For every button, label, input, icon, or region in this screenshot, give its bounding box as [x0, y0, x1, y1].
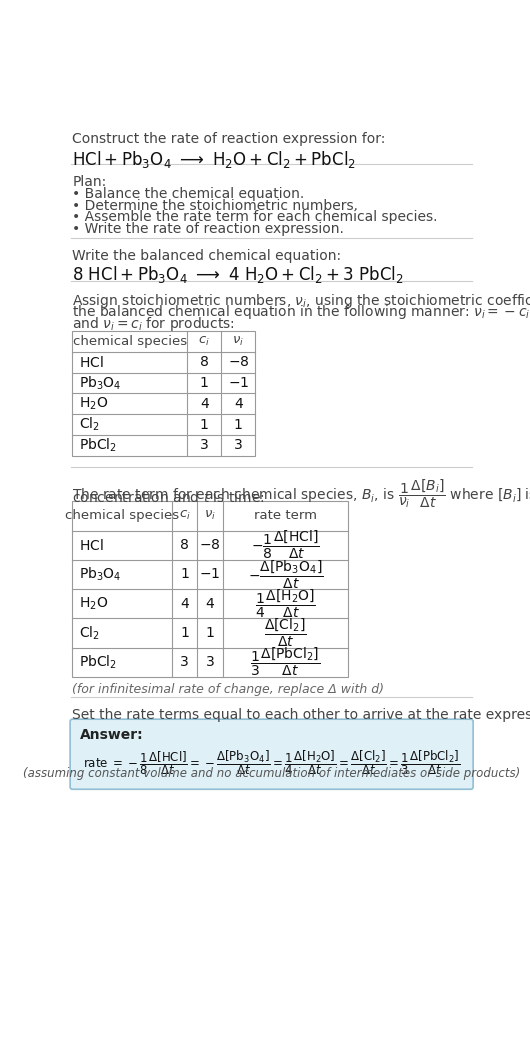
Text: 1: 1: [206, 626, 215, 640]
Text: Plan:: Plan:: [73, 175, 107, 188]
Text: and $\nu_i = c_i$ for products:: and $\nu_i = c_i$ for products:: [73, 315, 235, 333]
Text: $-\dfrac{\Delta[\mathrm{Pb_3O_4}]}{\Delta t}$: $-\dfrac{\Delta[\mathrm{Pb_3O_4}]}{\Delt…: [248, 559, 323, 591]
Text: $\mathrm{HCl}$: $\mathrm{HCl}$: [78, 538, 103, 552]
Text: (for infinitesimal rate of change, replace Δ with d): (for infinitesimal rate of change, repla…: [73, 683, 384, 696]
Text: concentration and $t$ is time:: concentration and $t$ is time:: [73, 491, 265, 505]
Text: 4: 4: [200, 396, 209, 411]
Bar: [73, 501, 348, 677]
Text: rate $= -\dfrac{1}{8}\dfrac{\Delta[\mathrm{HCl}]}{\Delta t}= -\dfrac{\Delta[\mat: rate $= -\dfrac{1}{8}\dfrac{\Delta[\math…: [83, 749, 461, 777]
Text: $\mathrm{Cl_2}$: $\mathrm{Cl_2}$: [78, 624, 100, 641]
Text: 3: 3: [180, 655, 189, 669]
Text: 3: 3: [206, 655, 215, 669]
Text: $\mathrm{HCl + Pb_3O_4\ \longrightarrow\ H_2O + Cl_2 + PbCl_2}$: $\mathrm{HCl + Pb_3O_4\ \longrightarrow\…: [73, 149, 357, 169]
Text: Assign stoichiometric numbers, $\nu_i$, using the stoichiometric coefficients, $: Assign stoichiometric numbers, $\nu_i$, …: [73, 292, 530, 310]
Text: $\nu_i$: $\nu_i$: [204, 509, 216, 522]
FancyBboxPatch shape: [70, 720, 473, 790]
Text: • Assemble the rate term for each chemical species.: • Assemble the rate term for each chemic…: [73, 210, 438, 224]
Text: 1: 1: [180, 567, 189, 582]
Text: Set the rate terms equal to each other to arrive at the rate expression:: Set the rate terms equal to each other t…: [73, 708, 530, 722]
Text: $\dfrac{1}{3}\dfrac{\Delta[\mathrm{PbCl_2}]}{\Delta t}$: $\dfrac{1}{3}\dfrac{\Delta[\mathrm{PbCl_…: [250, 646, 321, 679]
Text: $\dfrac{1}{4}\dfrac{\Delta[\mathrm{H_2O}]}{\Delta t}$: $\dfrac{1}{4}\dfrac{\Delta[\mathrm{H_2O}…: [255, 588, 316, 620]
Text: $\nu_i$: $\nu_i$: [232, 335, 244, 348]
Text: $\mathrm{Pb_3O_4}$: $\mathrm{Pb_3O_4}$: [78, 374, 121, 392]
Text: 1: 1: [180, 626, 189, 640]
Text: rate term: rate term: [254, 509, 317, 522]
Text: Write the balanced chemical equation:: Write the balanced chemical equation:: [73, 249, 341, 263]
Text: $-1$: $-1$: [199, 567, 220, 582]
Text: $\mathrm{Pb_3O_4}$: $\mathrm{Pb_3O_4}$: [78, 566, 121, 583]
Text: 1: 1: [200, 377, 209, 390]
Text: Construct the rate of reaction expression for:: Construct the rate of reaction expressio…: [73, 132, 386, 145]
Text: 4: 4: [234, 396, 243, 411]
Text: 1: 1: [200, 417, 209, 432]
Bar: [73, 332, 255, 456]
Text: $\mathrm{H_2O}$: $\mathrm{H_2O}$: [78, 595, 108, 612]
Text: 1: 1: [234, 417, 243, 432]
Text: $\mathrm{PbCl_2}$: $\mathrm{PbCl_2}$: [78, 437, 117, 454]
Text: 3: 3: [234, 438, 243, 453]
Text: $-1$: $-1$: [228, 377, 249, 390]
Text: $\mathrm{PbCl_2}$: $\mathrm{PbCl_2}$: [78, 654, 117, 670]
Text: $c_i$: $c_i$: [179, 509, 190, 522]
Text: chemical species: chemical species: [73, 335, 187, 348]
Text: 4: 4: [180, 596, 189, 611]
Text: $-8$: $-8$: [227, 356, 249, 369]
Text: 3: 3: [200, 438, 209, 453]
Text: • Balance the chemical equation.: • Balance the chemical equation.: [73, 187, 305, 201]
Text: • Write the rate of reaction expression.: • Write the rate of reaction expression.: [73, 222, 344, 235]
Text: $\mathrm{Cl_2}$: $\mathrm{Cl_2}$: [78, 416, 100, 433]
Text: chemical species: chemical species: [65, 509, 179, 522]
Text: Answer:: Answer:: [80, 728, 144, 742]
Text: $\mathrm{HCl}$: $\mathrm{HCl}$: [78, 355, 103, 370]
Text: 8: 8: [180, 539, 189, 552]
Text: 4: 4: [206, 596, 215, 611]
Text: $-8$: $-8$: [199, 539, 221, 552]
Text: $\mathrm{H_2O}$: $\mathrm{H_2O}$: [78, 395, 108, 412]
Text: 8: 8: [200, 356, 209, 369]
Text: The rate term for each chemical species, $B_i$, is $\dfrac{1}{\nu_i}\dfrac{\Delt: The rate term for each chemical species,…: [73, 477, 530, 510]
Text: $\dfrac{\Delta[\mathrm{Cl_2}]}{\Delta t}$: $\dfrac{\Delta[\mathrm{Cl_2}]}{\Delta t}…: [264, 617, 307, 650]
Text: the balanced chemical equation in the following manner: $\nu_i = -c_i$ for react: the balanced chemical equation in the fo…: [73, 303, 530, 321]
Text: $-\dfrac{1}{8}\dfrac{\Delta[\mathrm{HCl}]}{\Delta t}$: $-\dfrac{1}{8}\dfrac{\Delta[\mathrm{HCl}…: [251, 529, 320, 562]
Text: $\mathrm{8\ HCl + Pb_3O_4\ \longrightarrow\ 4\ H_2O + Cl_2 + 3\ PbCl_2}$: $\mathrm{8\ HCl + Pb_3O_4\ \longrightarr…: [73, 265, 404, 286]
Text: (assuming constant volume and no accumulation of intermediates or side products): (assuming constant volume and no accumul…: [23, 767, 520, 780]
Text: $c_i$: $c_i$: [198, 335, 210, 348]
Text: • Determine the stoichiometric numbers.: • Determine the stoichiometric numbers.: [73, 199, 358, 212]
